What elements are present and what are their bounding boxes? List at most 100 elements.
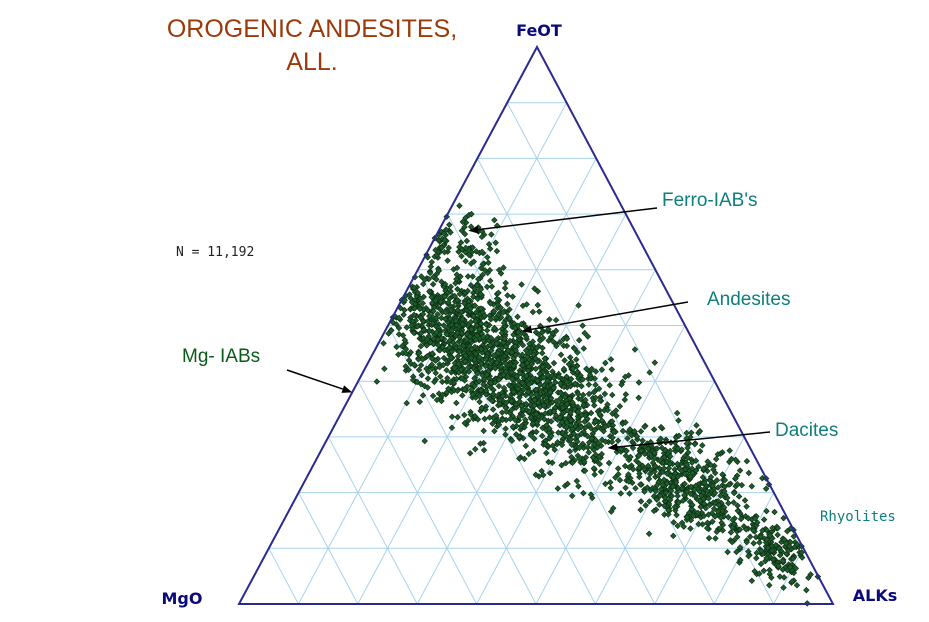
data-point: [601, 390, 609, 398]
data-point: [433, 396, 441, 404]
data-point: [563, 335, 571, 342]
data-point: [674, 522, 681, 530]
data-point: [754, 519, 761, 526]
data-point: [473, 248, 480, 255]
data-point: [625, 478, 633, 485]
data-point: [418, 273, 425, 280]
data-point: [557, 351, 565, 358]
data-point: [561, 393, 569, 401]
data-point: [622, 419, 629, 426]
data-point: [675, 484, 682, 492]
data-point: [469, 391, 477, 398]
data-point: [725, 513, 732, 521]
data-point: [432, 297, 439, 304]
data-point: [476, 378, 483, 385]
data-point: [542, 441, 549, 448]
data-point: [717, 492, 724, 499]
data-point: [516, 455, 523, 462]
data-point: [502, 343, 510, 350]
data-point: [545, 458, 552, 466]
data-point: [513, 373, 520, 380]
data-point: [655, 472, 662, 479]
data-point: [665, 507, 672, 514]
data-point: [614, 437, 622, 444]
data-point: [782, 540, 790, 547]
data-point: [753, 554, 760, 562]
data-point: [501, 284, 509, 292]
data-point: [510, 354, 517, 362]
data-point: [609, 391, 616, 399]
data-point: [587, 491, 595, 498]
data-point: [459, 392, 466, 399]
data-point: [675, 417, 682, 424]
data-point: [430, 273, 437, 281]
data-point: [525, 450, 533, 458]
data-point: [623, 447, 630, 455]
data-point: [503, 408, 510, 415]
data-point: [730, 489, 738, 497]
data-point: [661, 494, 669, 502]
data-point: [763, 507, 770, 515]
data-point: [407, 348, 414, 356]
data-point: [560, 342, 567, 349]
data-point: [462, 214, 469, 222]
data-point: [419, 356, 426, 363]
data-point: [592, 418, 599, 425]
data-point: [469, 244, 476, 251]
annotation-arrowhead-dacites: [607, 443, 618, 452]
data-point: [514, 333, 522, 340]
data-point: [448, 354, 455, 362]
data-point: [523, 301, 530, 308]
data-point: [688, 459, 696, 466]
data-point: [408, 322, 415, 329]
data-point: [567, 436, 574, 444]
data-point: [793, 541, 801, 548]
data-point: [775, 563, 782, 570]
data-point: [561, 357, 568, 364]
data-point: [637, 506, 644, 514]
data-point: [641, 423, 648, 430]
data-point: [595, 385, 603, 393]
data-point: [650, 507, 658, 515]
data-point: [651, 359, 659, 366]
annotation-label-rhyolites: Rhyolites: [820, 509, 896, 525]
data-point: [697, 492, 705, 499]
data-point: [590, 389, 598, 396]
data-point: [692, 492, 699, 500]
data-point: [424, 352, 431, 360]
data-point: [435, 390, 443, 397]
data-point: [633, 457, 640, 464]
data-point: [488, 231, 495, 238]
grid-line: [773, 548, 804, 605]
data-point: [607, 356, 615, 363]
data-point: [639, 437, 646, 444]
data-point: [687, 473, 694, 480]
data-point: [461, 300, 468, 307]
data-point: [522, 400, 530, 408]
data-point: [672, 479, 680, 486]
data-point: [560, 383, 568, 391]
data-point: [492, 365, 499, 372]
data-point: [675, 499, 682, 506]
data-point: [402, 345, 410, 353]
chart-title-line-2: ALL.: [286, 48, 337, 76]
data-point: [569, 459, 576, 467]
data-point: [462, 244, 470, 252]
data-point: [691, 440, 699, 448]
data-point: [512, 401, 520, 408]
data-point: [763, 554, 770, 562]
data-point: [705, 511, 712, 518]
data-point: [550, 374, 558, 382]
data-point: [438, 244, 446, 251]
data-point: [617, 490, 625, 497]
data-point: [569, 399, 576, 406]
data-point: [585, 390, 593, 398]
data-point: [411, 305, 418, 312]
data-point: [756, 570, 763, 577]
data-point: [679, 485, 686, 492]
data-point: [417, 380, 425, 388]
data-point: [524, 367, 532, 374]
data-point: [660, 465, 668, 472]
data-point: [694, 509, 702, 517]
data-point: [546, 469, 554, 477]
